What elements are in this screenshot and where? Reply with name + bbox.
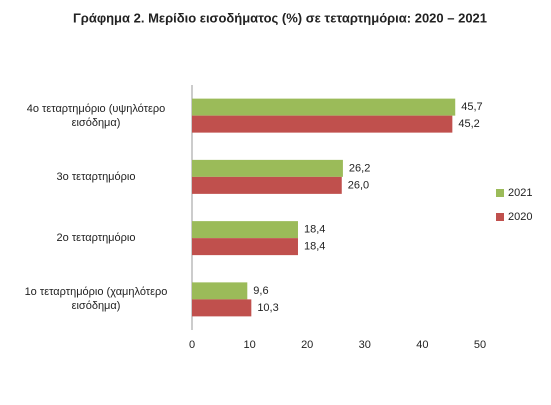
bar: [192, 159, 343, 177]
x-tick-label: 0: [189, 339, 195, 351]
legend-label: 2021: [508, 187, 532, 199]
value-label: 45,2: [458, 118, 479, 130]
x-tick-label: 30: [359, 339, 371, 351]
bar: [192, 98, 456, 116]
y-tick-label: 4ο τεταρτημόριο (υψηλότερο εισόδημα): [26, 102, 166, 129]
bar: [192, 176, 342, 194]
x-tick-label: 40: [416, 339, 428, 351]
chart-title: Γράφημα 2. Μερίδιο εισοδήματος (%) σε τε…: [73, 10, 487, 25]
y-tick-label: 1ο τεταρτημόριο (χαμηλότερο εισόδημα): [24, 286, 168, 313]
bar: [192, 115, 453, 133]
y-tick-label: 2ο τεταρτημόριο: [56, 232, 136, 245]
value-label: 26,2: [349, 162, 370, 174]
bar: [192, 238, 298, 256]
y-tick-label: 3ο τεταρτημόριο: [56, 170, 136, 183]
value-label: 10,3: [257, 302, 278, 314]
x-tick-label: 50: [474, 339, 486, 351]
value-label: 9,6: [253, 285, 268, 297]
bar: [192, 299, 252, 317]
value-label: 18,4: [304, 224, 325, 236]
bar: [192, 282, 248, 300]
bar: [192, 221, 298, 239]
legend-swatch: [496, 213, 504, 221]
x-tick-label: 10: [243, 339, 255, 351]
legend-swatch: [496, 189, 504, 197]
legend-label: 2020: [508, 211, 532, 223]
value-label: 45,7: [461, 101, 482, 113]
x-tick-label: 20: [301, 339, 313, 351]
value-label: 26,0: [348, 179, 369, 191]
value-label: 18,4: [304, 241, 325, 253]
